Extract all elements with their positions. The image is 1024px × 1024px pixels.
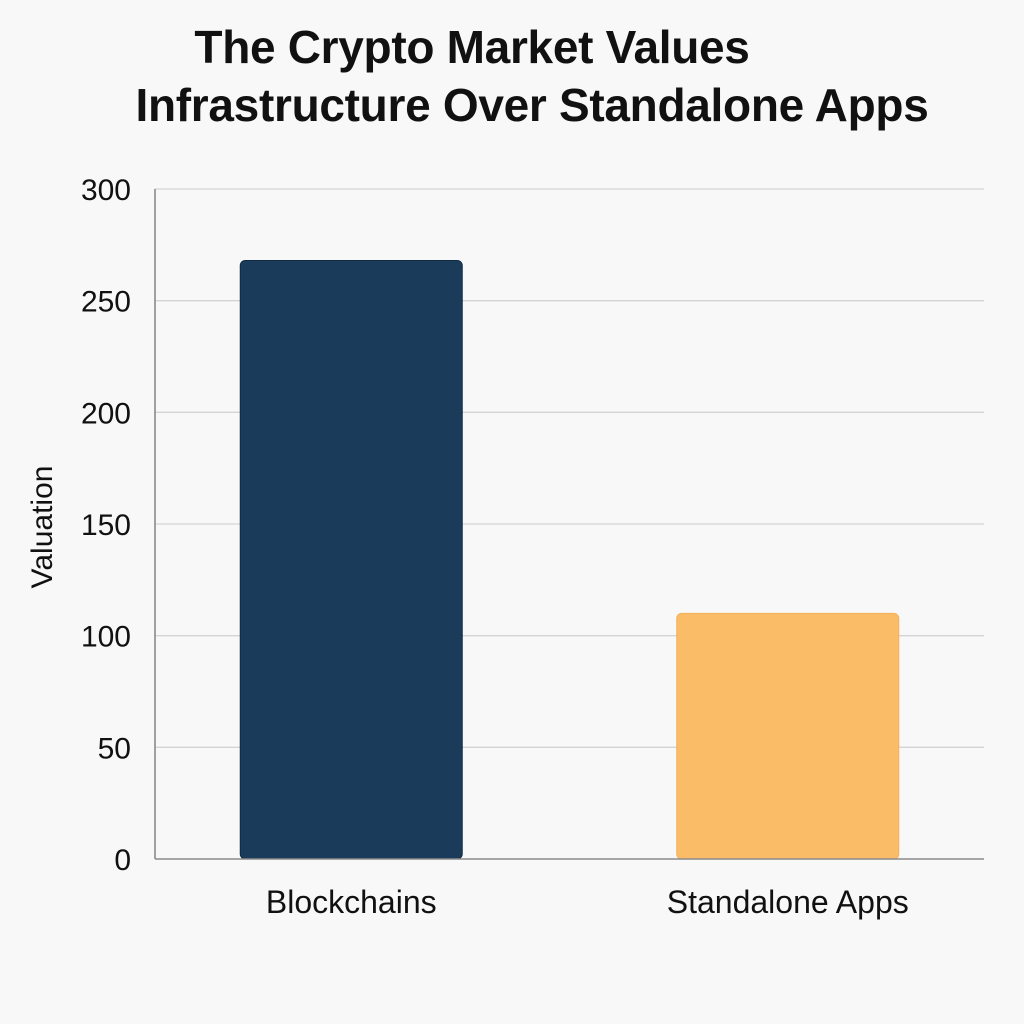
chart-title: The Crypto Market Values Infrastructure … [0, 18, 1024, 134]
labels: 0 50 100 150 200 250 300 Blockchains Standalone … [81, 174, 909, 920]
chart-title-line-1: The Crypto Market Values [194, 21, 750, 73]
y-tick-label: 0 [114, 844, 131, 877]
y-tick-label: 50 [98, 732, 131, 765]
bars [239, 259, 900, 860]
y-tick-label: 150 [81, 509, 131, 542]
axes [154, 189, 984, 860]
chart-title-line-2: Infrastructure Over Standalone Apps [135, 79, 929, 131]
y-tick-label: 250 [81, 286, 131, 319]
y-axis-title: Valuation [26, 466, 59, 589]
bar-blockchains [239, 259, 463, 860]
x-tick-label: Standalone Apps [667, 884, 909, 920]
y-tick-label: 200 [81, 397, 131, 430]
bar-standalone-apps [676, 612, 900, 860]
x-tick-label: Blockchains [266, 884, 437, 920]
y-tick-label: 300 [81, 174, 131, 207]
y-tick-label: 100 [81, 621, 131, 654]
